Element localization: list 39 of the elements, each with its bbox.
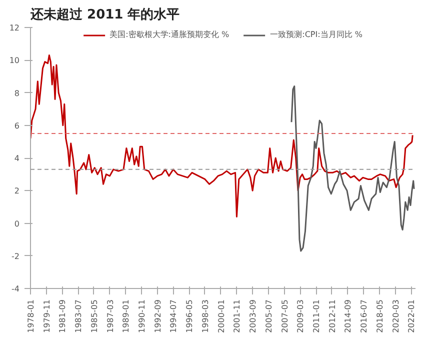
x-tick-label: 2016-07 <box>360 299 369 333</box>
x-tick-label: 1994-07 <box>169 299 178 333</box>
x-tick-label: 2001-11 <box>232 299 242 333</box>
x-tick-label: 2022-01 <box>407 299 416 333</box>
x-tick-label: 2005-07 <box>264 299 274 333</box>
x-tick-label: 2011-01 <box>312 299 322 333</box>
line-series <box>30 54 414 218</box>
line-series <box>290 85 415 252</box>
x-tick-label: 1979-11 <box>42 299 52 333</box>
y-tick-label: 2 <box>14 186 20 196</box>
x-tick-label: 1983-07 <box>74 299 84 333</box>
x-tick-label: 2012-11 <box>328 299 337 333</box>
y-tick-label: 8 <box>14 88 20 98</box>
x-tick-label: 1998-03 <box>200 299 210 333</box>
x-tick-label: 2018-05 <box>375 299 384 333</box>
x-tick-label: 2009-03 <box>296 299 306 333</box>
y-tick-label: 12 <box>9 24 20 32</box>
x-tick-label: 2007-05 <box>280 299 290 333</box>
y-tick-label: 10 <box>9 56 20 66</box>
y-tick-label: -4 <box>12 284 20 294</box>
x-tick-label: 2003-09 <box>248 299 258 333</box>
x-tick-label: 1996-05 <box>185 299 194 333</box>
x-tick-label: 1985-05 <box>90 299 99 333</box>
x-tick-label: 1992-09 <box>153 299 162 333</box>
x-tick-label: 2014-09 <box>344 299 353 333</box>
chart-title: 还未超过 2011 年的水平 <box>30 8 180 22</box>
y-tick-label: 4 <box>14 154 20 163</box>
y-tick-label: 6 <box>14 121 20 130</box>
x-tick-label: 1989-01 <box>122 299 131 333</box>
x-tick-label: 1981-09 <box>58 299 68 333</box>
y-tick-label: -2 <box>12 252 20 261</box>
x-tick-label: 1987-03 <box>106 299 115 333</box>
y-tick-label: 0 <box>14 219 20 228</box>
legend-label: 一致预测:CPI:当月同比 % <box>270 29 362 40</box>
x-tick-label: 2000-01 <box>216 299 226 333</box>
x-tick-label: 1990-11 <box>138 299 147 333</box>
legend-label: 美国:密歇根大学:通胀预期变化 % <box>110 29 230 40</box>
x-tick-label: 1978-01 <box>26 299 36 333</box>
x-tick-label: 2020-03 <box>391 299 400 333</box>
